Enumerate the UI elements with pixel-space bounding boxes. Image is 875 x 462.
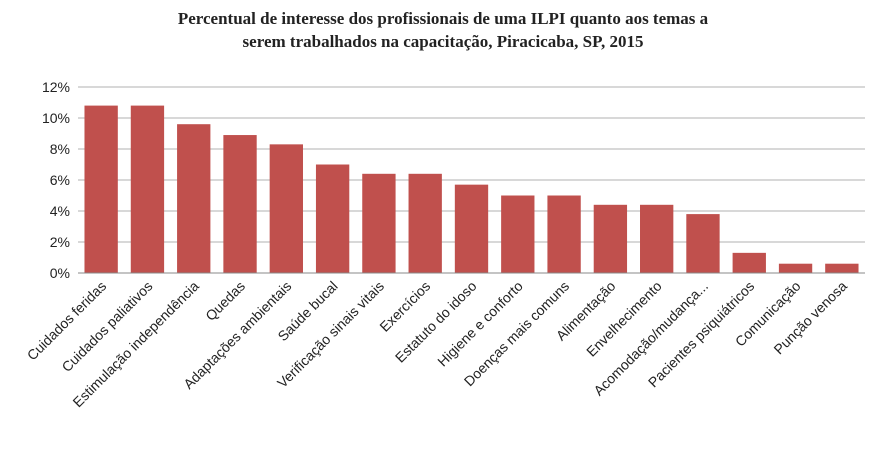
x-tick-label: Quedas [202,278,248,324]
bar [454,184,489,273]
bar [501,195,535,273]
chart-title: Percentual de interesse dos profissionai… [178,9,709,28]
y-tick-label: 4% [50,203,70,219]
bar [315,164,350,273]
bar [177,124,211,273]
bar [686,214,720,273]
bar [84,105,118,273]
y-tick-label: 6% [50,172,70,188]
y-tick-label: 0% [50,265,70,281]
chart-title: serem trabalhados na capacitação, Piraci… [243,32,644,51]
y-tick-label: 8% [50,141,70,157]
bar [269,144,303,273]
bar [732,252,766,273]
bar [223,135,257,273]
y-tick-label: 12% [42,79,70,95]
bar [362,173,396,273]
bar [130,105,165,273]
bar [593,204,628,273]
x-tick-label: Higiene e conforto [434,278,526,370]
bar [408,173,442,273]
bar [547,195,581,273]
bar [640,204,674,273]
x-tick-label: Estatuto do idoso [392,278,480,366]
y-tick-label: 2% [50,234,70,250]
bar [825,263,859,273]
x-tick-label: Cuidados feridas [24,278,110,364]
y-tick-label: 10% [42,110,70,126]
bar [778,263,813,273]
